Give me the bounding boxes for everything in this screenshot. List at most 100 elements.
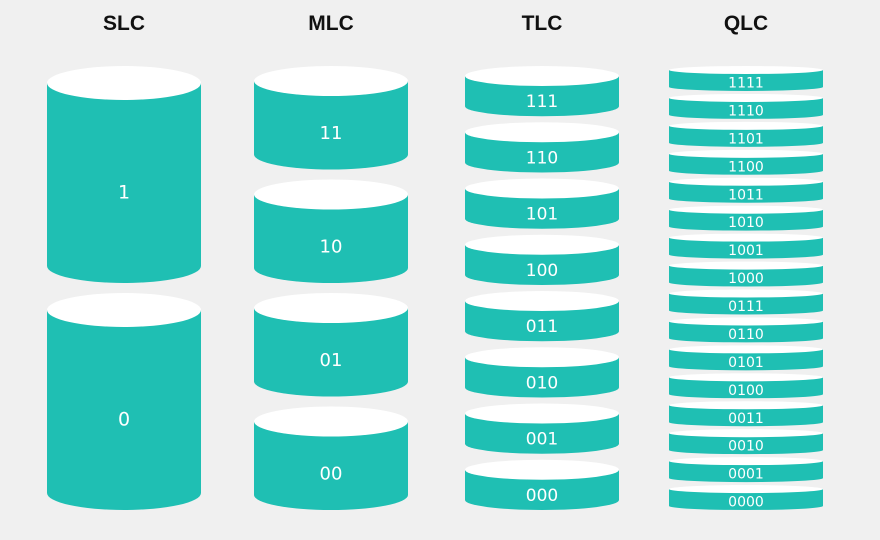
cell-cylinder: 10 [254,179,408,283]
cell-bit-label: 0010 [728,439,764,455]
cylinder-body [254,81,408,170]
cylinder-top [465,459,619,480]
cell-bit-label: 1100 [728,159,764,175]
cylinder-body [669,265,823,287]
cell-cylinder: 0111 [669,289,823,315]
cylinder-top [47,66,201,100]
cylinder-body [669,405,823,427]
cylinder-top [669,149,823,158]
cell-bit-label: 0001 [728,467,764,483]
cell-bit-label: 010 [526,373,558,393]
cylinder-body [669,153,823,175]
cylinder-top [669,261,823,270]
cylinder-body [465,469,619,510]
cell-cylinder: 1 [47,66,201,283]
column-title: MLC [308,12,354,35]
cylinder-body [669,237,823,259]
column-mlc: MLC 11 10 01 00 [254,12,408,510]
cylinder-top [669,401,823,410]
cell-bit-label: 101 [526,205,558,225]
column-title: SLC [103,12,145,35]
cell-cylinder: 11 [254,66,408,170]
cell-cylinder: 00 [254,406,408,510]
cylinder-body [254,194,408,283]
cell-bit-label: 1111 [728,76,764,92]
cell-bit-label: 0011 [728,411,764,427]
cell-bit-label: 0101 [728,355,764,371]
cylinder-body [669,125,823,147]
cell-cylinder: 0000 [669,485,823,511]
cylinder-top [669,177,823,186]
cylinder-top [669,457,823,466]
column-qlc: QLC 1111 1110 1101 1100 1011 1010 1001 1000 0111 0… [669,12,823,511]
column-title: QLC [724,12,768,35]
cylinder-body [465,188,619,229]
cell-bit-label: 01 [320,350,343,371]
cylinder-body [669,461,823,483]
cylinder-top [465,403,619,424]
cell-cylinder: 1100 [669,149,823,175]
cell-cylinder: 0110 [669,317,823,343]
cell-bit-label: 000 [526,486,558,506]
cylinder-body [669,70,823,91]
cell-cylinder: 1101 [669,121,823,147]
cell-cylinder: 101 [465,178,619,229]
cell-bit-label: 100 [526,261,558,281]
cylinder-top [669,429,823,438]
column-title: TLC [522,12,563,35]
cylinder-top [465,178,619,199]
cylinder-body [669,293,823,315]
cell-cylinder: 000 [465,459,619,510]
cylinder-top [669,345,823,354]
cell-bit-label: 111 [526,92,558,112]
cell-bit-label: 1001 [728,243,764,259]
cylinder-body [669,433,823,455]
cylinder-body [465,413,619,454]
cylinder-top [465,291,619,311]
cylinder-body [47,310,201,510]
cell-cylinder: 1011 [669,177,823,203]
cell-bit-label: 1 [118,181,130,203]
cylinder-top [669,205,823,214]
cell-bit-label: 0100 [728,383,764,399]
cylinder-body [669,97,823,119]
cell-cylinder: 110 [465,122,619,173]
cylinder-top [465,234,619,255]
cell-cylinder: 0 [47,293,201,510]
cylinder-body [669,181,823,203]
cell-bit-label: 0110 [728,327,764,343]
cell-bit-label: 110 [526,148,558,168]
cylinder-top [47,293,201,327]
cylinder-body [669,377,823,399]
cell-cylinder: 1010 [669,205,823,231]
cylinder-top [254,293,408,323]
cylinder-body [669,489,823,510]
cylinder-body [669,321,823,343]
cell-cylinder: 0100 [669,373,823,399]
cylinder-top [669,233,823,242]
cell-bit-label: 0 [118,408,130,430]
cell-cylinder: 1110 [669,93,823,119]
cylinder-top [465,347,619,368]
cell-bit-label: 1010 [728,215,764,231]
cylinder-top [669,121,823,130]
cylinder-body [669,349,823,371]
cell-cylinder: 0001 [669,457,823,483]
cylinder-body [465,76,619,117]
cell-bit-label: 1110 [728,103,764,119]
column-tlc: TLC 111 110 101 100 011 010 001 000 [465,12,619,510]
cylinder-body [465,244,619,285]
cell-cylinder: 0011 [669,401,823,427]
cylinder-top [669,373,823,382]
cell-cylinder: 0101 [669,345,823,371]
cylinder-top [669,485,823,494]
cell-cylinder: 001 [465,403,619,454]
cell-bit-label: 10 [320,237,343,258]
cell-cylinder: 011 [465,291,619,342]
cylinder-top [669,93,823,102]
cell-bit-label: 1011 [728,187,764,203]
cylinder-top [465,122,619,143]
cell-bit-label: 1000 [728,271,764,287]
cell-cylinder: 010 [465,347,619,398]
